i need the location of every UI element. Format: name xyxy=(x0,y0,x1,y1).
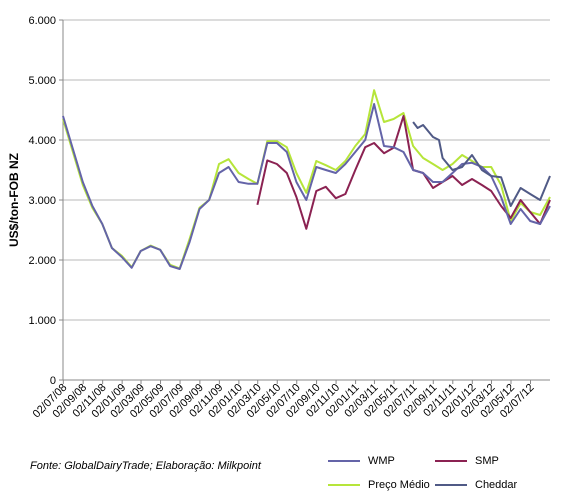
y-tick-label: 2.000 xyxy=(28,255,56,267)
series-line-pre-o-m-dio xyxy=(62,89,551,270)
chart-series xyxy=(62,89,551,270)
legend-item: Cheddar xyxy=(435,479,517,491)
x-axis-ticks: 02/07/0802/09/0802/11/0802/01/0902/03/09… xyxy=(31,380,537,420)
chart-grid xyxy=(63,19,550,321)
legend-swatch xyxy=(328,484,360,486)
legend-label: SMP xyxy=(475,455,499,467)
series-line-wmp xyxy=(62,103,551,270)
legend-swatch xyxy=(328,460,360,462)
series-line-cheddar xyxy=(412,121,551,207)
source-note: Fonte: GlobalDairyTrade; Elaboração: Mil… xyxy=(30,460,261,472)
legend-item: Preço Médio xyxy=(328,479,430,491)
y-tick-label: 3.000 xyxy=(28,195,56,207)
y-tick-label: 6.000 xyxy=(28,15,56,27)
y-axis-label: US$/ton-FOB NZ xyxy=(7,153,21,247)
y-tick-label: 0 xyxy=(50,375,56,387)
y-tick-label: 4.000 xyxy=(28,135,56,147)
legend-swatch xyxy=(435,484,467,486)
legend-item: WMP xyxy=(328,455,395,467)
legend-label: Preço Médio xyxy=(368,479,430,491)
series-line-smp xyxy=(256,115,551,230)
y-tick-label: 1.000 xyxy=(28,315,56,327)
y-tick-label: 5.000 xyxy=(28,75,56,87)
legend-item: SMP xyxy=(435,455,499,467)
legend-label: Cheddar xyxy=(475,479,518,491)
y-axis-ticks: 0 1.000 2.000 3.000 4.000 5.000 6.000 xyxy=(28,15,63,387)
legend-swatch xyxy=(435,460,467,462)
legend-label: WMP xyxy=(368,455,395,467)
